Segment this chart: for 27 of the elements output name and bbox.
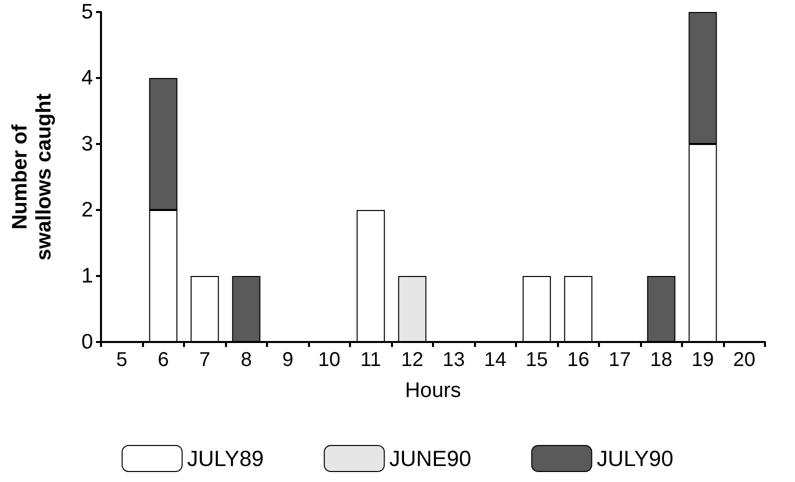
legend-label: JULY89 — [187, 446, 264, 471]
x-tick-label: 17 — [608, 349, 631, 371]
legend-label: JULY90 — [596, 446, 674, 471]
x-tick-label: 12 — [401, 349, 424, 371]
y-axis-title: Number of swallows caught — [8, 94, 56, 260]
y-tick-label: 0 — [81, 330, 93, 354]
x-tick-label: 10 — [318, 349, 340, 371]
y-tick-label: 4 — [81, 66, 94, 90]
x-tick-label: 9 — [282, 349, 294, 371]
x-axis-title: Hours — [404, 379, 462, 402]
x-tick-label: 7 — [199, 349, 210, 371]
x-tick-label: 15 — [526, 349, 548, 371]
x-tick-label: 5 — [116, 349, 128, 371]
y-tick-label: 3 — [81, 132, 93, 156]
x-tick-label: 19 — [692, 349, 714, 371]
legend-label: JUNE90 — [389, 446, 472, 471]
x-tick-label: 13 — [442, 349, 465, 371]
y-tick-label: 2 — [81, 198, 93, 222]
x-tick-label: 20 — [733, 349, 756, 371]
x-tick-label: 16 — [567, 349, 590, 371]
y-tick-label: 1 — [81, 264, 93, 288]
x-tick-label: 18 — [650, 349, 672, 371]
x-tick-label: 8 — [240, 349, 252, 371]
x-tick-label: 11 — [360, 349, 382, 371]
y-tick-label: 5 — [81, 0, 93, 24]
x-tick-label: 14 — [484, 349, 506, 371]
x-tick-label: 6 — [158, 349, 169, 371]
